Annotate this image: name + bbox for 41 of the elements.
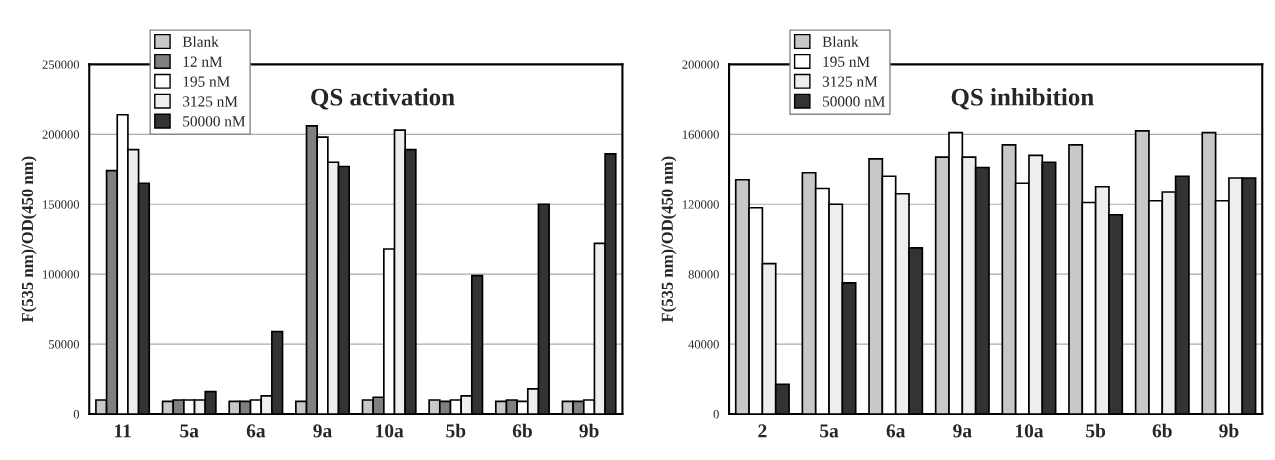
legend-label: 50000 nM: [183, 116, 246, 127]
legend-label: 12 nM: [183, 56, 223, 67]
legend-label: Blank: [182, 36, 219, 47]
x-tick-label: 2: [758, 424, 767, 438]
legend-label: 195 nM: [823, 56, 870, 67]
x-tick-label: 6b: [512, 423, 532, 438]
y-tick-label: 0: [73, 410, 80, 419]
legend-label: 3125 nM: [183, 96, 238, 107]
y-tick-label: 50000: [49, 340, 80, 349]
y-axis-title: F(535 nm)/OD(450 nm): [661, 156, 677, 323]
legend-label: 50000 nM: [823, 96, 885, 107]
x-tick-label: 6a: [886, 424, 906, 438]
text: QS activation: [311, 88, 455, 110]
x-tick-label: 5b: [446, 423, 466, 438]
y-tick-label: 160000: [682, 130, 719, 139]
x-tick-label: 9b: [1219, 423, 1239, 438]
x-tick-label: 9a: [313, 424, 332, 438]
x-tick-label: 6a: [246, 424, 266, 438]
y-tick-label: 250000: [42, 60, 80, 69]
x-tick-label: 11: [114, 424, 131, 438]
y-tick-label: 100000: [43, 270, 80, 279]
legend-label: Blank: [822, 36, 859, 47]
y-tick-label: 80000: [688, 270, 719, 279]
x-tick-label: 10a: [376, 424, 404, 438]
x-tick-label: 5a: [820, 424, 839, 438]
x-tick-label: 6b: [1152, 423, 1172, 438]
y-axis-title: F(535 nm)/OD(450 nm): [21, 156, 37, 323]
x-tick-label: 5b: [1086, 423, 1106, 438]
x-tick-label: 9b: [579, 423, 599, 438]
y-tick-label: 0: [713, 410, 719, 419]
x-tick-label: 9a: [953, 424, 972, 438]
x-tick-label: 5a: [180, 424, 199, 438]
text: QS inhibition: [951, 88, 1094, 110]
y-tick-label: 200000: [42, 130, 80, 139]
legend-label: 195 nM: [183, 76, 230, 87]
y-tick-label: 120000: [682, 200, 719, 209]
y-tick-label: 40000: [688, 340, 719, 349]
x-tick-label: 10a: [1015, 424, 1044, 438]
y-tick-label: 150000: [43, 200, 80, 209]
legend-label: 3125 nM: [822, 76, 878, 87]
y-tick-label: 200000: [682, 60, 719, 69]
